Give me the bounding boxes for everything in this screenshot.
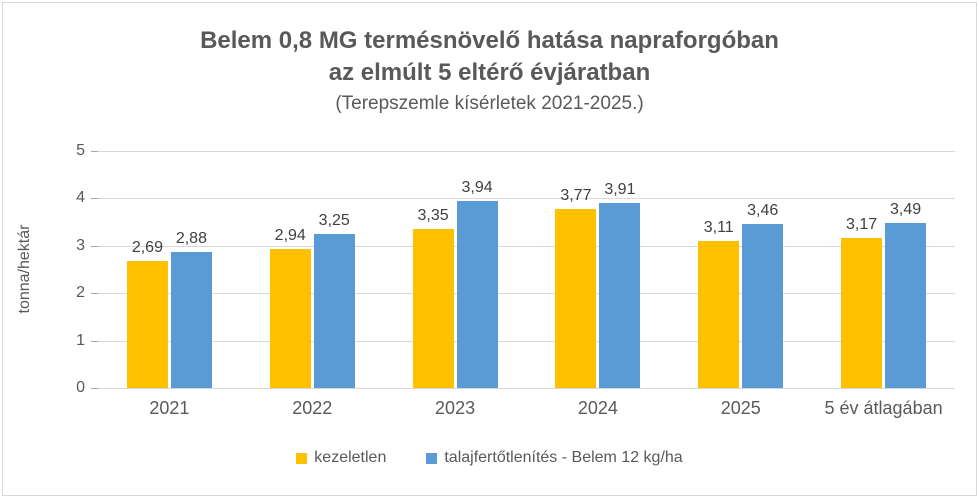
gridline-y-0 <box>98 388 955 389</box>
legend-item: talajfertőtlenítés - Belem 12 kg/ha <box>426 449 683 467</box>
bar-group-2024: 3,77 3,91 <box>526 151 669 388</box>
y-tick-label: 5 <box>76 142 85 159</box>
legend-swatch-icon <box>296 452 308 464</box>
bar-kezeletlen: 3,17 <box>841 216 883 388</box>
y-tick-label: 4 <box>76 189 85 207</box>
bar-value-label: 2,88 <box>175 229 207 247</box>
x-category-label: 5 év átlagában <box>824 398 943 418</box>
legend-swatch-icon <box>426 452 438 464</box>
gridline-y-3 <box>98 245 955 247</box>
bar-talajfertőtlenítés: 3,25 <box>313 212 355 388</box>
chart-title-block: Belem 0,8 MG termésnövelő hatása naprafo… <box>3 25 976 117</box>
bar-group-2022: 2,94 3,25 <box>241 151 384 388</box>
bar-value-label: 3,35 <box>417 207 449 225</box>
gridline-y-1 <box>98 340 955 342</box>
bar-talajfertőtlenítés: 2,88 <box>170 230 212 388</box>
bar-talajfertőtlenítés: 3,46 <box>742 202 784 388</box>
bar-group-2021: 2,69 2,88 <box>98 151 241 388</box>
bar-value-label: 3,46 <box>747 202 779 219</box>
bar-value-label: 3,91 <box>604 180 636 198</box>
y-tick-mark <box>91 245 98 247</box>
bar-value-label: 3,49 <box>889 200 922 218</box>
y-tick-mark <box>91 151 98 152</box>
bar-group-2025: 3,11 3,46 <box>669 151 812 388</box>
legend-label: kezeletlen <box>314 449 387 466</box>
bar-value-label: 3,25 <box>318 211 350 229</box>
bar-kezeletlen: 3,35 <box>412 207 454 388</box>
y-axis-title: tonna/hektár <box>16 224 33 314</box>
y-tick-mark <box>91 198 98 200</box>
bar-group-5 év átlagában: 3,17 3,49 <box>812 151 955 388</box>
bar-value-label: 2,69 <box>131 238 163 256</box>
y-tick-mark <box>91 293 98 295</box>
chart-title-line-1: Belem 0,8 MG termésnövelő hatása naprafo… <box>200 27 779 54</box>
bar-groups: 2,69 2,88 2,94 3,25 3,35 3,94 3,77 3,91 3,11 3,46… <box>98 151 955 388</box>
bar-value-label: 3,17 <box>845 215 878 233</box>
gridline-y-2 <box>98 293 955 295</box>
legend-item: kezeletlen <box>296 449 386 467</box>
bar-value-label: 3,94 <box>461 179 493 197</box>
x-category-label: 2021 <box>149 398 190 418</box>
bar-kezeletlen: 3,11 <box>698 219 740 388</box>
bar-value-label: 3,11 <box>703 218 734 236</box>
bar-kezeletlen: 3,77 <box>555 187 597 388</box>
bar-value-label: 2,94 <box>274 226 306 244</box>
bar-value-label: 3,77 <box>560 187 592 205</box>
gridline-y-5 <box>98 151 955 152</box>
bar-talajfertőtlenítés: 3,91 <box>599 181 641 388</box>
y-tick-label: 1 <box>76 331 85 349</box>
legend: kezeletlen talajfertőtlenítés - Belem 12 … <box>3 449 976 467</box>
y-tick-mark <box>91 340 98 342</box>
y-tick-label: 2 <box>76 284 85 302</box>
gridline-y-4 <box>98 198 955 200</box>
x-category-label: 2022 <box>292 398 333 418</box>
x-category-label: 2024 <box>577 398 618 418</box>
bar-talajfertőtlenítés: 3,49 <box>885 201 927 388</box>
y-tick-label: 0 <box>76 379 85 396</box>
x-category-label: 2023 <box>435 398 476 418</box>
x-category-label: 2025 <box>720 398 761 418</box>
y-tick-mark <box>91 388 98 389</box>
chart-subtitle: (Terepszemle kísérletek 2021-2025.) <box>335 93 644 114</box>
x-axis-labels: 2021 2022 2023 2024 2025 5 év átlagában <box>98 398 955 419</box>
bar-kezeletlen: 2,69 <box>126 239 168 388</box>
chart-title-line-2: az elmúlt 5 eltérő évjáratban <box>328 59 651 86</box>
bar-kezeletlen: 2,94 <box>269 227 311 388</box>
y-tick-label: 3 <box>76 236 85 254</box>
bar-talajfertőtlenítés: 3,94 <box>456 179 498 388</box>
bar-group-2023: 3,35 3,94 <box>384 151 527 388</box>
legend-label: talajfertőtlenítés - Belem 12 kg/ha <box>444 449 683 466</box>
